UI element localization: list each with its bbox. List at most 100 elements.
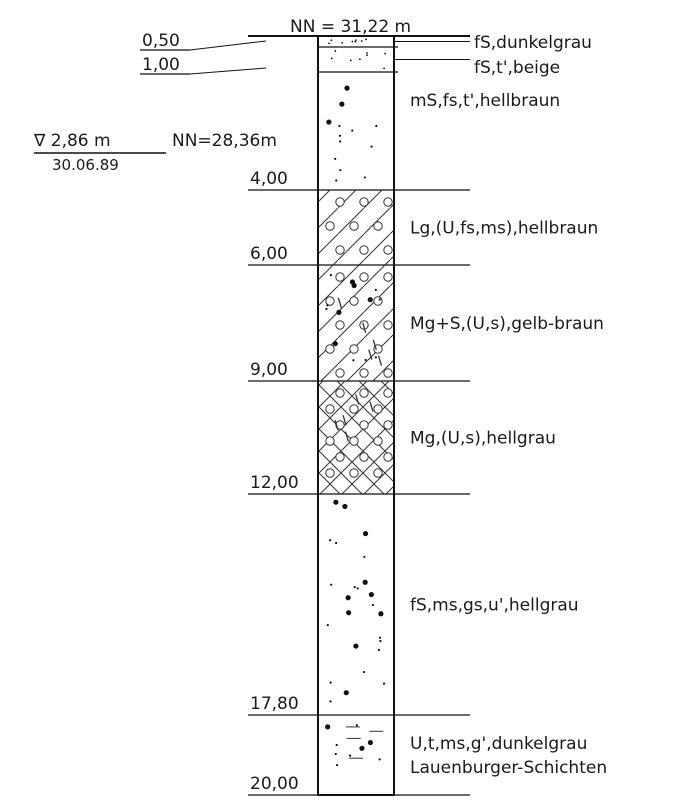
gravel-circle (325, 436, 335, 446)
gravel-circle (349, 404, 359, 414)
fine-sand-dot (334, 50, 337, 52)
gravel-circle (335, 320, 345, 330)
gravel-circle (349, 468, 359, 478)
gravel-circle (349, 344, 359, 354)
gravel-circle (335, 272, 345, 282)
layer-hatch (318, 265, 394, 381)
layer-bottom-depth: 6,00 (250, 244, 288, 264)
gravel-circle (373, 296, 383, 306)
gravel-circle (383, 368, 393, 378)
gravel-circle (359, 388, 369, 398)
gravel-circle (335, 420, 345, 430)
layer-bottom-depth: 9,00 (250, 360, 288, 380)
gravel-circle (383, 420, 393, 430)
fine-sand-dot (330, 39, 333, 42)
depth-leader-slant (189, 67, 267, 75)
fine-sand-dot (384, 52, 387, 55)
sand-dot (375, 124, 378, 128)
marl-mark (369, 401, 374, 412)
sand-dot (343, 690, 349, 696)
borehole-column (317, 35, 395, 796)
fine-sand-dot (341, 42, 344, 44)
sand-dot (351, 129, 354, 132)
layer-bottom-depth: 20,00 (250, 774, 299, 794)
marl-mark (344, 431, 350, 442)
gravel-circle (335, 452, 345, 462)
groundwater-depth: ∇ 2,86 m (33, 131, 111, 151)
gravel-circle (325, 221, 335, 231)
marl-mark (368, 349, 373, 360)
marl-mark (337, 297, 342, 308)
gravel-circle (349, 221, 359, 231)
sand-dot (359, 745, 365, 751)
gravel-circle (359, 420, 369, 430)
sand-dot (370, 145, 373, 148)
layer-l4: 6,00 Lg,(U,fs,ms),hellbraun (248, 190, 598, 266)
sand-dot (363, 176, 366, 179)
layer-bottom-depth: 1,00 (142, 55, 180, 75)
sand-dot (342, 503, 348, 510)
sand-dot (367, 297, 373, 303)
sand-dot (329, 274, 333, 277)
sand-dot (329, 681, 332, 684)
header-nn-label: NN = 31,22 m (290, 17, 411, 37)
groundwater-date: 30.06.89 (52, 156, 119, 174)
sand-dot (377, 648, 381, 652)
gravel-circle (383, 388, 393, 398)
marl-mark (334, 420, 339, 431)
sand-dot (367, 739, 373, 746)
layer-l7: 17,80 fS,ms,gs,u',hellgrau (248, 499, 579, 716)
sand-dot (355, 724, 358, 727)
gravel-circle (325, 344, 335, 354)
layer-l3: 4,00 mS,fs,t',hellbraun (248, 85, 560, 191)
sand-dot (344, 85, 350, 91)
groundwater-nn: NN=28,36m (172, 131, 277, 151)
gravel-circle (373, 468, 383, 478)
sand-dot (378, 611, 384, 617)
gravel-circle (383, 272, 393, 282)
sand-dot (352, 359, 355, 362)
sand-dot (378, 636, 382, 639)
sand-dot (362, 579, 368, 585)
gravel-circle (359, 368, 369, 378)
fine-sand-dot (365, 38, 367, 41)
gravel-circle (335, 368, 345, 378)
sand-dot (378, 758, 381, 761)
sand-dot (364, 358, 367, 362)
sand-dot (330, 583, 333, 586)
gravel-circle (373, 436, 383, 446)
sand-dot (353, 643, 359, 649)
gravel-circle (383, 320, 393, 330)
layer-description: Mg+S,(U,s),gelb-braun (410, 314, 604, 334)
marl-mark (362, 322, 367, 333)
layer-bottom-depth: 12,00 (250, 473, 299, 493)
layer-description: U,t,ms,g',dunkelgrau (410, 734, 587, 754)
sand-dot (353, 585, 356, 589)
sand-dot (374, 356, 377, 359)
sand-dot (382, 682, 386, 685)
sand-dot (345, 595, 351, 601)
sand-dot (363, 670, 366, 674)
fine-sand-dot (366, 54, 368, 57)
layer-l2: 1,00 fS,t',beige (140, 50, 560, 78)
sand-dot (334, 752, 337, 756)
layer-description: fS,dunkelgrau (474, 33, 592, 53)
sand-dot (356, 587, 359, 590)
layer-bottom-depth: 17,80 (250, 694, 299, 714)
sand-dot (336, 309, 342, 315)
layer-l6: 12,00 Mg,(U,s),hellgrau (248, 381, 556, 495)
sand-dot (349, 754, 352, 757)
gravel-circle (359, 197, 369, 207)
sand-dot (339, 169, 342, 172)
sand-dot (351, 282, 357, 289)
fine-sand-dot (355, 39, 357, 42)
sand-dot (338, 124, 341, 128)
fine-sand-dot (383, 67, 386, 70)
sand-dot (325, 307, 328, 311)
fine-sand-dot (330, 57, 333, 60)
layer-description-2: Lauenburger-Schichten (410, 758, 607, 778)
gravel-circle (335, 197, 345, 207)
layer-l1: 0,50 fS,dunkelgrau (140, 31, 592, 53)
